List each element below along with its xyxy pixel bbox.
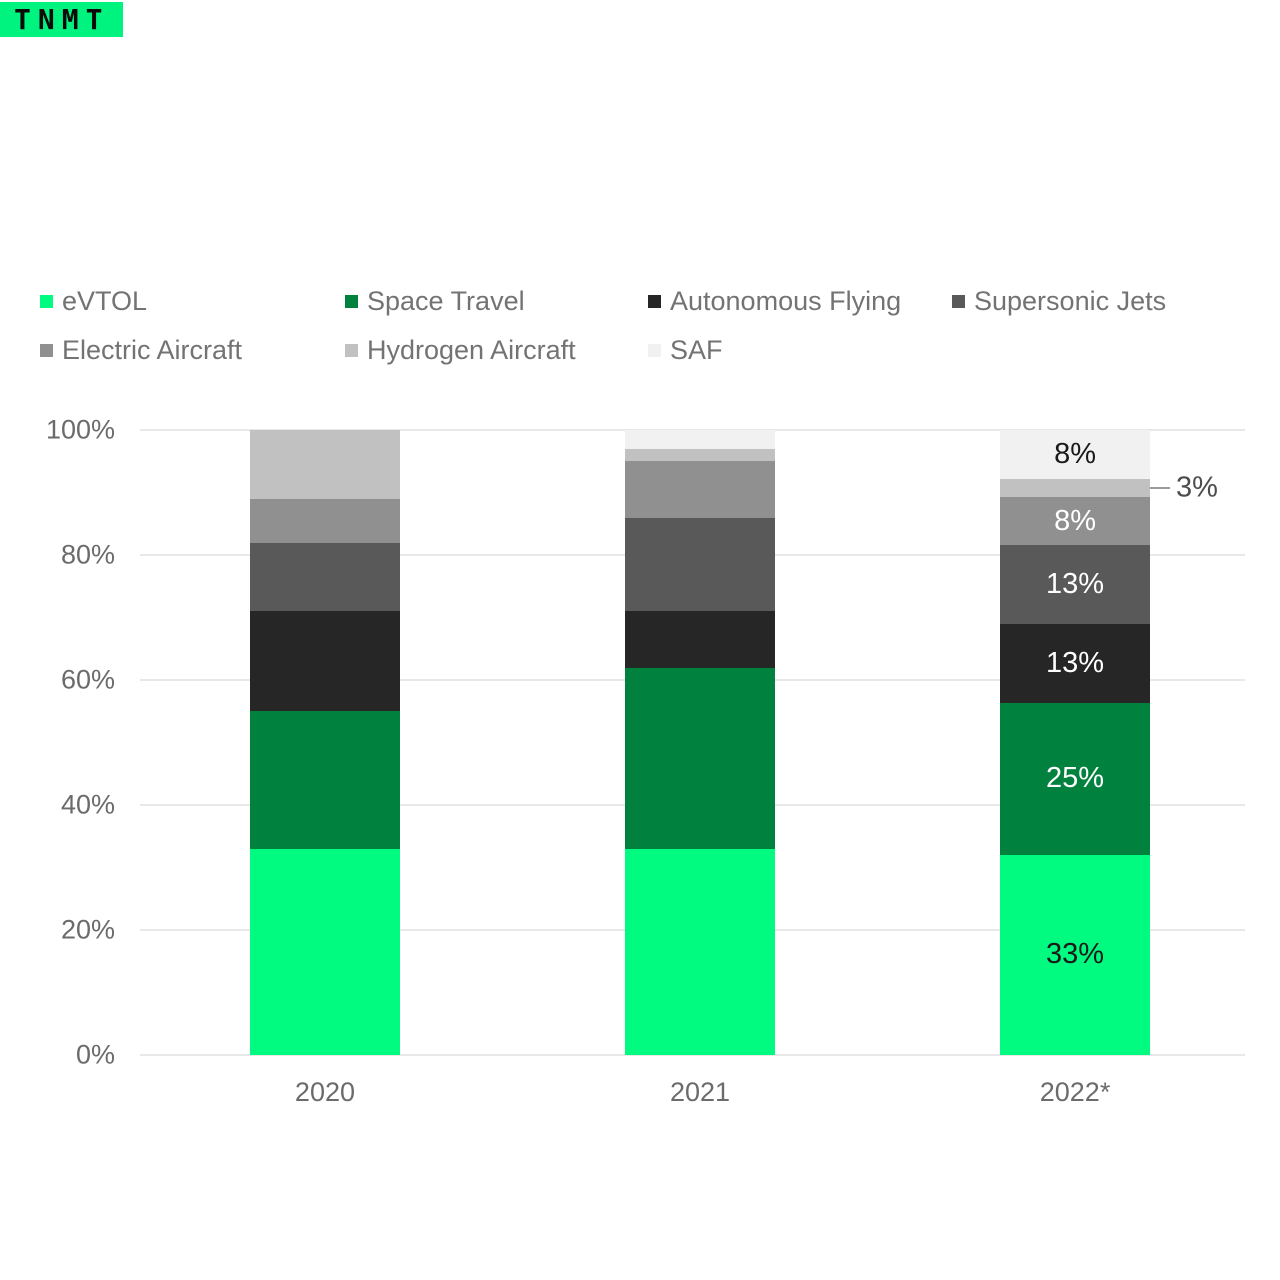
y-axis-tick-label: 40%	[60, 789, 115, 820]
legend-label: Electric Aircraft	[62, 334, 243, 365]
bar-segment-supersonic-jets: 13%	[1000, 545, 1151, 625]
legend-swatch-icon	[345, 343, 358, 357]
legend-label: Autonomous Flying	[670, 285, 902, 316]
bar-segment-hydrogen-aircraft	[625, 448, 775, 462]
bar-segment-space-travel	[625, 667, 775, 849]
bar-segment-supersonic-jets	[625, 517, 775, 612]
legend-label: Hydrogen Aircraft	[367, 334, 576, 365]
bar-segment-hydrogen-aircraft	[1000, 478, 1151, 497]
legend-item-space-travel: Space Travel	[345, 278, 525, 324]
callout-line	[1150, 486, 1171, 489]
data-label: 25%	[1046, 762, 1105, 795]
bar-segment-space-travel: 25%	[1000, 703, 1151, 855]
y-axis-tick-label: 100%	[45, 414, 115, 445]
legend-swatch-icon	[40, 294, 53, 308]
bar-segment-saf: 8%	[1000, 430, 1151, 479]
legend-swatch-icon	[40, 343, 53, 357]
x-axis-tick-label: 2020	[294, 1077, 356, 1107]
bar-segment-autonomous-flying: 13%	[1000, 624, 1151, 704]
y-axis-tick-label: 0%	[75, 1039, 115, 1070]
gridline	[140, 1054, 1245, 1056]
data-label: 13%	[1046, 647, 1105, 680]
legend-label: Space Travel	[367, 285, 525, 316]
legend-item-hydrogen-aircraft: Hydrogen Aircraft	[345, 327, 576, 373]
bar-segment-hydrogen-aircraft	[249, 430, 400, 499]
legend-item-evtol: eVTOL	[40, 278, 147, 324]
bar-segment-autonomous-flying	[625, 611, 775, 668]
bar-segment-supersonic-jets	[249, 542, 400, 612]
y-axis-tick-label: 20%	[60, 914, 115, 945]
data-label: 33%	[1046, 938, 1105, 971]
bar-segment-electric-aircraft	[625, 461, 775, 518]
x-axis-tick-label: 2022*	[1039, 1077, 1111, 1107]
bar-segment-evtol	[249, 848, 400, 1055]
bar-2022: 33% 25% 13% 13% 8% 8%	[1000, 430, 1151, 1055]
data-label: 13%	[1046, 568, 1105, 601]
legend-swatch-icon	[345, 294, 358, 308]
legend-item-supersonic-jets: Supersonic Jets	[952, 278, 1166, 324]
legend-label: eVTOL	[62, 285, 148, 316]
bar-segment-electric-aircraft	[249, 498, 400, 543]
bar-segment-autonomous-flying	[249, 611, 400, 712]
legend-swatch-icon	[648, 294, 661, 308]
legend-item-saf: SAF	[648, 327, 723, 373]
bar-segment-evtol	[625, 848, 775, 1055]
stacked-bar-chart: 100% 80% 60% 40% 20% 0% 2020 2021 3% 33% 25% 13% 13%…	[46, 415, 1245, 1107]
data-label: 8%	[1054, 437, 1096, 470]
chart-legend: eVTOL Space Travel Autonomous Flying Supers…	[0, 278, 1280, 378]
legend-item-autonomous-flying: Autonomous Flying	[648, 278, 901, 324]
tnmt-logo-text: TNMT	[14, 3, 110, 36]
legend-label: Supersonic Jets	[974, 285, 1167, 316]
y-axis-tick-label: 80%	[60, 539, 115, 570]
legend-swatch-icon	[952, 294, 965, 308]
bar-segment-saf	[625, 430, 775, 449]
legend-item-electric-aircraft: Electric Aircraft	[40, 327, 242, 373]
tnmt-logo: TNMT	[0, 2, 124, 37]
x-axis-tick-label: 2021	[669, 1077, 731, 1107]
bar-segment-space-travel	[249, 711, 400, 849]
data-label: 8%	[1054, 504, 1096, 537]
bar-2020	[249, 430, 400, 1055]
bar-2021	[625, 430, 775, 1055]
callout-data-label: 3%	[1176, 471, 1218, 504]
bar-segment-electric-aircraft: 8%	[1000, 496, 1151, 546]
y-axis-tick-label: 60%	[60, 664, 115, 695]
legend-label: SAF	[670, 334, 723, 365]
bar-segment-evtol: 33%	[1000, 854, 1151, 1055]
legend-swatch-icon	[648, 343, 661, 357]
